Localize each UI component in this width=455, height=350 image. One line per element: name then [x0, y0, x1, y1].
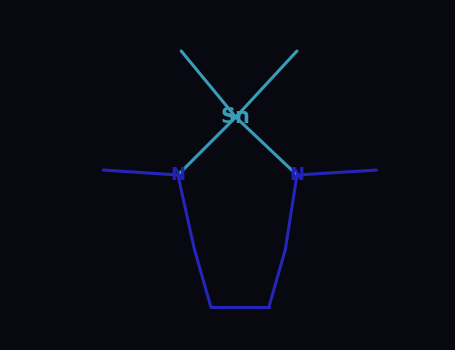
Text: N: N	[289, 166, 304, 184]
Text: N: N	[170, 166, 185, 184]
Text: Sn: Sn	[221, 107, 251, 127]
